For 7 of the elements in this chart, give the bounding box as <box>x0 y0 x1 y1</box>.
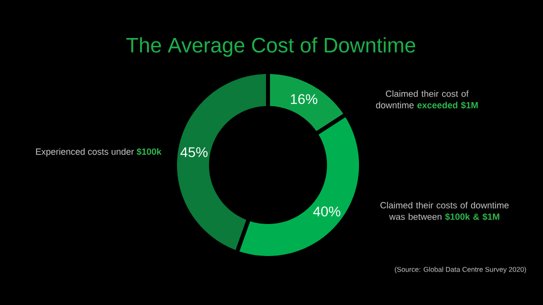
slice-label: Experienced costs under $100k <box>36 148 162 157</box>
slice-label: Claimed their cost of downtime exceeded $1M <box>376 90 478 109</box>
data-label: 16% <box>290 94 318 104</box>
data-label: 40% <box>313 206 340 216</box>
chart-title: The Average Cost of Downtime <box>126 37 416 57</box>
slice-label: Claimed their costs of downtime was between $100k & $1M <box>380 202 509 220</box>
data-label: 45% <box>180 147 208 158</box>
